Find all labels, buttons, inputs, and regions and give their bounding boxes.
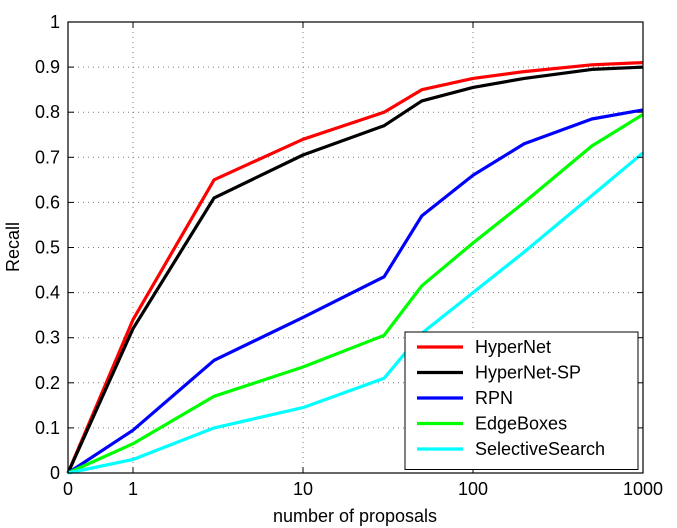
- grid-layer: [68, 22, 643, 473]
- y-tick-label: 0.2: [35, 373, 60, 393]
- series-line-rpn: [67, 108, 644, 475]
- y-tick-label: 0: [50, 463, 60, 483]
- legend-label: EdgeBoxes: [475, 414, 567, 434]
- y-tick-label: 0.9: [35, 57, 60, 77]
- y-tick-label: 0.8: [35, 102, 60, 122]
- y-tick-label: 0.4: [35, 283, 60, 303]
- x-axis-title: number of proposals: [273, 506, 437, 526]
- tick-layer: 00.10.20.30.40.50.60.70.80.910 1 10 100 1000: [35, 12, 663, 499]
- y-tick-label: 0.3: [35, 328, 60, 348]
- x-tick-label: 1000: [623, 479, 663, 499]
- y-tick-label: 0.1: [35, 418, 60, 438]
- legend-box: [404, 331, 639, 470]
- y-tick-label: 0.6: [35, 192, 60, 212]
- series-layer: [66, 61, 645, 475]
- legend-label: HyperNet: [475, 337, 551, 357]
- legend: HyperNet HyperNet-SP RPN EdgeBoxes Selective…: [404, 331, 639, 470]
- x-tick-label: 10: [293, 479, 313, 499]
- x-tick-label: 100: [458, 479, 488, 499]
- y-tick-label: 1: [50, 12, 60, 32]
- y-tick-label: 0.5: [35, 238, 60, 258]
- x-tick-label: 1: [128, 479, 138, 499]
- series-line-hypernet-sp: [66, 65, 644, 474]
- legend-label: SelectiveSearch: [475, 439, 605, 459]
- series-line-hypernet: [66, 61, 644, 474]
- series-line-selectivesearch: [67, 151, 645, 475]
- legend-label: RPN: [475, 388, 513, 408]
- series-line-edgeboxes: [67, 113, 644, 475]
- y-tick-label: 0.7: [35, 147, 60, 167]
- x-tick-label: 0: [63, 479, 73, 499]
- legend-label: HyperNet-SP: [475, 363, 581, 383]
- y-axis-title: Recall: [3, 222, 23, 272]
